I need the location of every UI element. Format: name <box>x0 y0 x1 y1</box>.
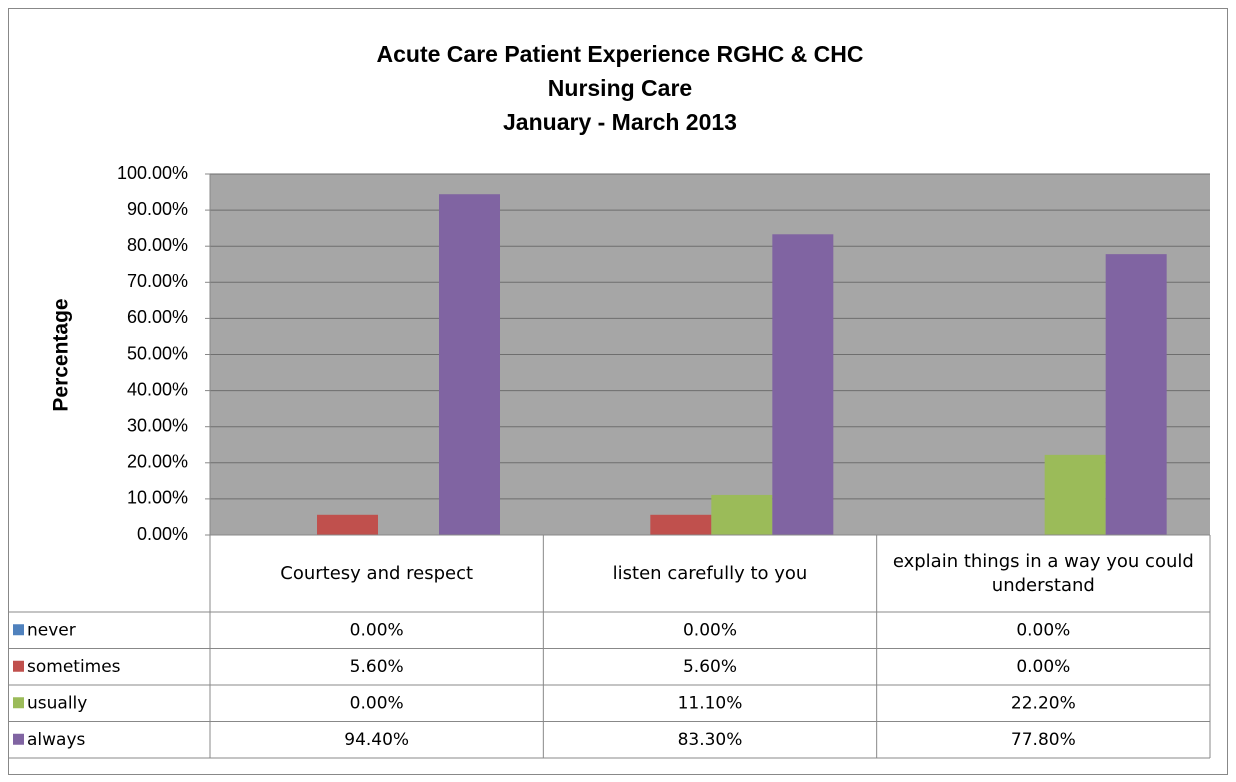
y-tick-label: 10.00% <box>127 488 188 508</box>
legend-key <box>13 733 24 745</box>
value-label: 5.60% <box>350 657 404 677</box>
value-label: 77.80% <box>1011 730 1076 750</box>
y-tick-label: 90.00% <box>127 199 188 219</box>
y-axis-label: Percentage <box>50 298 73 411</box>
y-tick-label: 70.00% <box>127 271 188 291</box>
y-tick-label: 20.00% <box>127 452 188 472</box>
legend-key <box>13 697 24 709</box>
bar <box>772 234 834 536</box>
category-cell: listen carefully to you <box>612 562 808 584</box>
value-label: 22.20% <box>1011 693 1076 713</box>
value-label: 83.30% <box>678 730 743 750</box>
y-tick-label: 80.00% <box>127 235 188 255</box>
y-tick-label: 60.00% <box>127 307 188 327</box>
bar <box>1105 254 1167 535</box>
category-cell: Courtesy and respect <box>280 562 474 584</box>
bar <box>711 494 773 535</box>
legend-key <box>13 624 24 636</box>
chart-title: Acute Care Patient Experience RGHC & CHC <box>377 41 864 67</box>
value-label: 5.60% <box>683 657 737 677</box>
chart-title: January - March 2013 <box>503 109 737 135</box>
chart-title: Nursing Care <box>548 75 692 101</box>
value-label: 11.10% <box>678 693 743 713</box>
value-label: 0.00% <box>683 620 737 640</box>
legend-label: sometimes <box>27 657 121 677</box>
category-cell: explain things in a way you could unders… <box>892 550 1194 596</box>
value-label: 0.00% <box>1016 657 1070 677</box>
legend-label: always <box>27 730 86 750</box>
bar <box>317 514 378 535</box>
bar <box>650 514 712 535</box>
legend-label: never <box>27 620 76 640</box>
y-tick-label: 50.00% <box>127 343 188 363</box>
y-tick-label: 100.00% <box>117 163 188 183</box>
x-tick-label: listen carefully to you <box>612 562 808 584</box>
y-tick-label: 40.00% <box>127 379 188 399</box>
y-tick-label: 0.00% <box>137 524 188 544</box>
x-tick-label: explain things in a way you could unders… <box>892 550 1194 596</box>
bar <box>439 194 500 535</box>
value-label: 94.40% <box>344 730 409 750</box>
y-tick-label: 30.00% <box>127 415 188 435</box>
value-label: 0.00% <box>350 693 404 713</box>
value-label: 0.00% <box>350 620 404 640</box>
legend-key <box>13 660 24 672</box>
bar <box>1044 454 1106 535</box>
legend-label: usually <box>27 693 87 713</box>
value-label: 0.00% <box>1016 620 1070 640</box>
x-tick-label: Courtesy and respect <box>280 562 474 584</box>
